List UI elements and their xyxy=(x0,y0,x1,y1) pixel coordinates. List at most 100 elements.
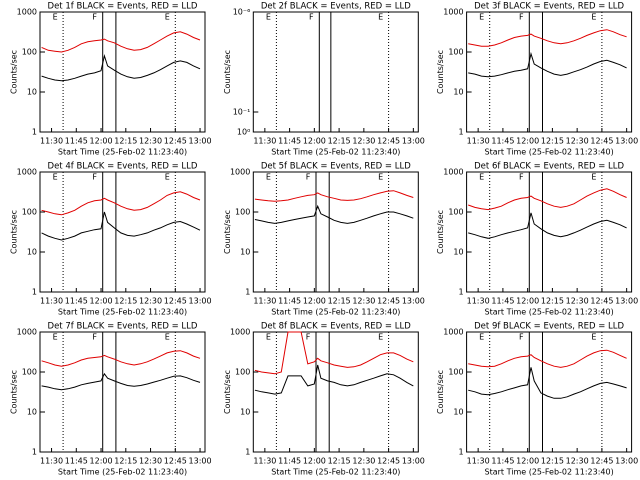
x-tick-label: 13:00 xyxy=(615,297,638,306)
panel-title: Det 5f BLACK = Events, RED = LLD xyxy=(261,162,411,172)
marker-label: F xyxy=(309,13,314,22)
x-tick-label: 12:30 xyxy=(139,297,162,306)
panel-title: Det 4f BLACK = Events, RED = LLD xyxy=(48,162,198,172)
y-tick-label: 1000 xyxy=(443,8,463,17)
marker-label: F xyxy=(519,13,524,22)
x-tick-label: 11:30 xyxy=(253,137,276,146)
series-line xyxy=(468,367,627,399)
x-axis-label: Start Time (25-Feb-02 11:23:40) xyxy=(484,148,613,157)
marker-label: F xyxy=(519,173,524,182)
marker-label: E xyxy=(53,13,58,22)
marker-label: E xyxy=(266,333,271,342)
x-tick-label: 12:15 xyxy=(541,137,564,146)
x-tick-label: 12:15 xyxy=(541,297,564,306)
series-line xyxy=(41,31,201,53)
marker-label: E xyxy=(378,173,383,182)
y-tick-label: 10 xyxy=(453,408,463,417)
x-tick-label: 11:30 xyxy=(253,457,276,466)
y-tick-label: 1000 xyxy=(443,168,463,177)
marker-label: E xyxy=(378,13,383,22)
series-line xyxy=(468,212,627,239)
x-tick-label: 12:45 xyxy=(164,297,187,306)
marker-label: E xyxy=(165,333,170,342)
y-tick-label: 1 xyxy=(245,288,250,297)
y-tick-label: 100 xyxy=(448,48,463,57)
x-tick-label: 12:00 xyxy=(516,297,539,306)
panel: Det 4f BLACK = Events, RED = LLD 11:30 11:… xyxy=(10,162,212,317)
marker-label: F xyxy=(92,13,97,22)
y-tick-label: 1 xyxy=(245,448,250,457)
series-line xyxy=(41,211,201,241)
x-tick-label: 11:30 xyxy=(40,137,63,146)
series-line xyxy=(468,349,627,368)
series-line xyxy=(41,54,201,82)
x-tick-label: 12:00 xyxy=(516,137,539,146)
series-line xyxy=(468,188,627,211)
plot-frame xyxy=(252,331,419,453)
series-line xyxy=(41,350,201,367)
y-tick-label: 1000 xyxy=(230,168,250,177)
x-tick-label: 12:30 xyxy=(352,297,375,306)
x-tick-label: 11:45 xyxy=(491,297,514,306)
plot-frame xyxy=(39,11,206,133)
x-axis-label: Start Time (25-Feb-02 11:23:40) xyxy=(484,468,613,477)
x-tick-label: 11:45 xyxy=(65,297,88,306)
x-tick-label: 11:30 xyxy=(467,297,490,306)
panel-title: Det 9f BLACK = Events, RED = LLD xyxy=(474,322,624,332)
x-tick-label: 11:45 xyxy=(491,137,514,146)
x-tick-label: 12:30 xyxy=(139,457,162,466)
x-tick-label: 12:15 xyxy=(114,457,137,466)
y-tick-label: 10⁻¹ xyxy=(233,108,251,117)
x-tick-label: 11:30 xyxy=(467,137,490,146)
y-tick-label: 100 xyxy=(22,48,37,57)
x-tick-label: 12:00 xyxy=(90,457,113,466)
panel-title: Det 3f BLACK = Events, RED = LLD xyxy=(474,2,624,12)
y-tick-label: 1 xyxy=(32,288,37,297)
series-line xyxy=(41,191,201,216)
x-tick-label: 12:45 xyxy=(377,137,400,146)
y-tick-label: 10 xyxy=(453,88,463,97)
x-axis-label: Start Time (25-Feb-02 11:23:40) xyxy=(58,468,187,477)
x-tick-label: 11:45 xyxy=(491,457,514,466)
plot-frame xyxy=(39,171,206,293)
y-tick-label: 1 xyxy=(459,288,464,297)
x-tick-label: 11:30 xyxy=(253,297,276,306)
x-tick-label: 11:30 xyxy=(40,297,63,306)
series-line xyxy=(468,29,627,47)
panel-title: Det 7f BLACK = Events, RED = LLD xyxy=(48,322,198,332)
x-tick-label: 12:45 xyxy=(590,457,613,466)
panel: Det 2f BLACK = Events, RED = LLD 11:30 11:… xyxy=(223,2,425,157)
x-tick-label: 12:30 xyxy=(352,457,375,466)
panel: Det 1f BLACK = Events, RED = LLD 11:30 11:… xyxy=(10,2,212,157)
y-tick-label: 10 xyxy=(453,248,463,257)
x-tick-label: 13:00 xyxy=(189,137,212,146)
x-tick-label: 12:15 xyxy=(328,457,351,466)
y-tick-label: 10 xyxy=(27,88,37,97)
panel: Det 3f BLACK = Events, RED = LLD 11:30 11:… xyxy=(436,2,638,157)
panel: Det 7f BLACK = Events, RED = LLD 11:30 11:… xyxy=(10,322,212,477)
x-tick-label: 11:45 xyxy=(278,457,301,466)
y-axis-label: Counts/sec xyxy=(10,210,19,254)
marker-label: E xyxy=(479,13,484,22)
x-tick-label: 11:30 xyxy=(467,457,490,466)
marker-label: E xyxy=(165,173,170,182)
x-tick-label: 12:45 xyxy=(590,297,613,306)
y-tick-label: 10⁰ xyxy=(237,128,250,137)
x-tick-label: 13:00 xyxy=(615,137,638,146)
series-line xyxy=(41,372,201,391)
series-line xyxy=(468,51,627,78)
x-axis-label: Start Time (25-Feb-02 11:23:40) xyxy=(484,308,613,317)
x-tick-label: 12:00 xyxy=(303,457,326,466)
y-tick-label: 1000 xyxy=(230,328,250,337)
x-tick-label: 12:15 xyxy=(328,297,351,306)
x-tick-label: 13:00 xyxy=(402,137,425,146)
plot-frame xyxy=(252,11,419,133)
y-tick-label: 10 xyxy=(240,248,250,257)
y-axis-label: Counts/sec xyxy=(223,370,232,414)
x-tick-label: 11:45 xyxy=(278,137,301,146)
marker-label: F xyxy=(306,333,311,342)
series-line xyxy=(254,331,414,375)
marker-label: F xyxy=(92,333,97,342)
x-tick-label: 12:15 xyxy=(328,137,351,146)
